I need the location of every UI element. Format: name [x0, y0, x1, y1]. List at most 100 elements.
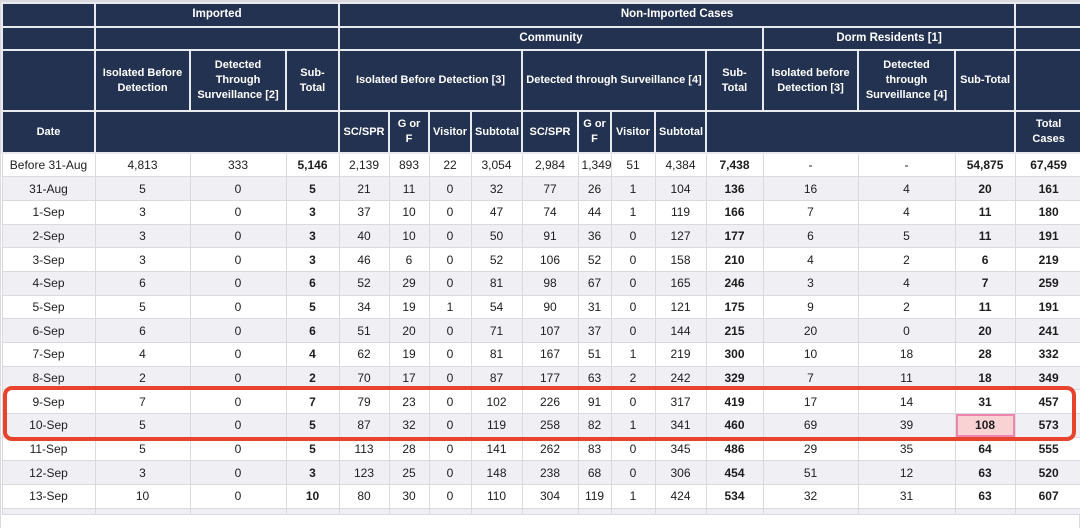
value-cell: 36 [577, 223, 612, 249]
value-cell: 11 [954, 294, 1016, 320]
date-cell: 12-Sep [1, 460, 96, 486]
value-cell [762, 507, 859, 515]
header-community-subtotal: Sub-Total [705, 49, 765, 112]
value-cell: 300 [705, 342, 764, 367]
value-cell: 0 [189, 294, 287, 320]
value-cell: - [762, 152, 859, 178]
value-cell: 486 [705, 436, 764, 462]
value-cell: 51 [610, 152, 656, 178]
value-cell: 106 [521, 247, 579, 272]
date-cell: 1-Sep [1, 199, 96, 225]
date-cell: 3-Sep [1, 247, 96, 272]
value-cell: 40 [338, 223, 390, 249]
value-cell: 0 [428, 176, 472, 201]
value-cell: 0 [610, 247, 656, 272]
value-cell: 51 [338, 318, 390, 343]
value-cell: 20 [388, 318, 430, 343]
value-cell: 32 [470, 176, 523, 201]
value-cell: 10 [388, 223, 430, 249]
value-cell: 4 [285, 342, 340, 367]
header-visitor-1: Visitor [428, 110, 473, 154]
value-cell: 1 [610, 484, 656, 509]
value-cell: 107 [521, 318, 579, 343]
value-cell [654, 507, 707, 515]
value-cell: 123 [338, 460, 390, 486]
date-cell: 2-Sep [1, 223, 96, 249]
value-cell: 54 [470, 294, 523, 320]
value-cell: 82 [577, 413, 612, 438]
value-cell [577, 507, 612, 515]
header-community-detected: Detected through Surveillance [4] [521, 49, 708, 112]
header-blank [705, 110, 1017, 154]
value-cell: 10 [388, 199, 430, 225]
value-cell: 35 [857, 436, 956, 462]
value-cell: 304 [521, 484, 579, 509]
table-row: 5-Sep 5 0 5 34 19 1 54 90 31 0 121 175 9 2 11 191 [1, 294, 1080, 320]
value-cell: 6 [388, 247, 430, 272]
value-cell: 20 [954, 318, 1016, 343]
value-cell: 63 [577, 365, 612, 391]
header-gorf-2: G or F [577, 110, 613, 154]
value-cell: 0 [189, 365, 287, 391]
value-cell: 144 [654, 318, 707, 343]
value-cell: 4,384 [654, 152, 707, 178]
value-cell: 0 [428, 247, 472, 272]
partial-row [1, 507, 1080, 515]
header-blank [93, 26, 341, 51]
value-cell: 158 [654, 247, 707, 272]
header-subtotal-1: Subtotal [470, 110, 524, 154]
header-imported-detected: Detected Through Surveillance [2] [189, 49, 287, 112]
value-cell [610, 507, 656, 515]
value-cell: 0 [428, 270, 472, 296]
table-body: Before 31-Aug 4,813 333 5,146 2,139 893 22 3,05… [1, 152, 1080, 515]
value-cell: 6 [94, 270, 191, 296]
value-cell: 70 [338, 365, 390, 391]
value-cell: 5 [857, 223, 956, 249]
value-cell: 12 [857, 460, 956, 486]
value-cell: 52 [577, 247, 612, 272]
value-cell: 7 [285, 389, 340, 415]
value-cell: 215 [705, 318, 764, 343]
value-cell: 119 [577, 484, 612, 509]
value-cell: 219 [1014, 247, 1080, 272]
table-row: Before 31-Aug 4,813 333 5,146 2,139 893 22 3,05… [1, 152, 1080, 178]
value-cell: 7,438 [705, 152, 764, 178]
value-cell [338, 507, 390, 515]
value-cell: 0 [189, 318, 287, 343]
table-row: 13-Sep 10 0 10 80 30 0 110 304 119 1 424 534 32 31 63 60… [1, 484, 1080, 509]
value-cell: 127 [654, 223, 707, 249]
value-cell: 0 [189, 389, 287, 415]
value-cell: 46 [338, 247, 390, 272]
value-cell: 63 [954, 460, 1016, 486]
value-cell: 71 [470, 318, 523, 343]
table-row: 31-Aug 5 0 5 21 11 0 32 77 26 1 104 136 16 4 20 161 [1, 176, 1080, 201]
value-cell [94, 507, 191, 515]
header-community-isolated: Isolated Before Detection [3] [338, 49, 524, 112]
value-cell: 18 [954, 365, 1016, 391]
value-cell: 175 [705, 294, 764, 320]
value-cell: 39 [857, 413, 956, 438]
header-blank [1014, 2, 1080, 28]
value-cell: 7 [762, 199, 859, 225]
value-cell [285, 507, 340, 515]
value-cell: 119 [654, 199, 707, 225]
value-cell: 110 [470, 484, 523, 509]
value-cell: 177 [705, 223, 764, 249]
value-cell: 3,054 [470, 152, 523, 178]
value-cell: 52 [470, 247, 523, 272]
value-cell: 7 [94, 389, 191, 415]
header-blank [1, 49, 96, 112]
value-cell: 1,349 [577, 152, 612, 178]
header-total-cases: Total Cases [1014, 110, 1080, 154]
date-cell: 7-Sep [1, 342, 96, 367]
value-cell: 3 [285, 460, 340, 486]
value-cell [954, 507, 1016, 515]
value-cell: 4 [94, 342, 191, 367]
table-row: 10-Sep 5 0 5 87 32 0 119 258 82 1 341 460 69 39 108 573 [1, 413, 1080, 438]
value-cell: 37 [338, 199, 390, 225]
value-cell [189, 507, 287, 515]
value-cell: 226 [521, 389, 579, 415]
value-cell: 4,813 [94, 152, 191, 178]
value-cell: 6 [285, 318, 340, 343]
value-cell: 0 [428, 223, 472, 249]
